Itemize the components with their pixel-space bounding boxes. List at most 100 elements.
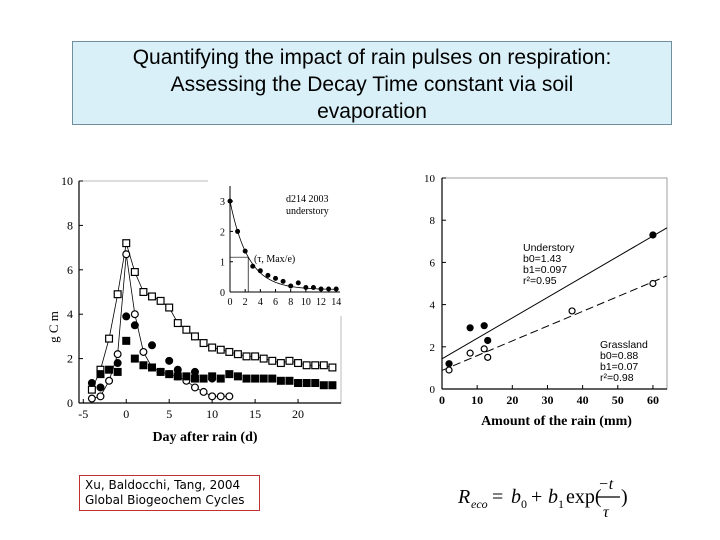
left-main-point — [216, 374, 225, 383]
right-x-tick-label: 40 — [577, 393, 589, 407]
left-main-point — [190, 367, 199, 376]
left-main-point — [251, 374, 260, 383]
inset-x-tick-label: 10 — [301, 297, 311, 308]
left-main-y-tick-label: 6 — [67, 263, 73, 277]
left-main-point — [208, 372, 217, 381]
left-main-point — [87, 385, 96, 394]
right-x-tick-label: 0 — [439, 393, 445, 407]
inset-point — [318, 286, 324, 292]
right-y-tick-label: 6 — [430, 257, 436, 269]
right-legend-text: b0=0.88 — [600, 350, 638, 362]
inset-point — [257, 268, 263, 274]
inset-point — [280, 278, 286, 284]
inset-annotation-1: d214 2003 — [286, 194, 329, 205]
left-main-point — [251, 352, 260, 361]
title-box: Quantifying the impact of rain pulses on… — [72, 41, 672, 125]
right-point — [466, 324, 474, 332]
left-main-point — [208, 343, 217, 352]
formula-exp: exp( — [566, 486, 602, 508]
left-main-point — [208, 392, 217, 401]
left-main-point — [302, 379, 311, 388]
right-point — [484, 353, 492, 361]
left-main-point — [302, 361, 311, 370]
left-main-point — [130, 354, 139, 363]
formula-equals: = — [492, 486, 503, 508]
left-main-point — [113, 359, 122, 368]
formula-b0: b — [511, 486, 521, 508]
left-main-point — [259, 374, 268, 383]
title-line-2: Assessing the Decay Time constant via so… — [170, 73, 574, 96]
inset-fit-curve — [229, 201, 337, 290]
inset-annotation-2: understory — [286, 206, 329, 217]
left-main-point — [139, 361, 148, 370]
right-point — [568, 307, 576, 315]
left-main-point — [156, 367, 165, 376]
inset-point — [303, 284, 309, 290]
left-main-point — [294, 359, 303, 368]
left-main-point — [276, 376, 285, 385]
right-point — [445, 366, 453, 374]
right-y-tick-label: 0 — [430, 384, 436, 396]
right-point — [649, 231, 657, 239]
inset-point — [310, 284, 316, 290]
left-main-point — [122, 312, 131, 321]
left-main-point — [328, 363, 337, 372]
left-main-point — [285, 376, 294, 385]
left-main-x-tick-label: 5 — [166, 407, 172, 421]
inset-y-tick-label: 2 — [220, 227, 225, 238]
right-point — [480, 322, 488, 330]
left-main-point — [87, 394, 96, 403]
right-x-tick-label: 30 — [541, 393, 553, 407]
right-y-tick-label: 2 — [430, 342, 436, 354]
left-main-point — [242, 374, 251, 383]
left-main-point — [165, 370, 174, 379]
inset-x-tick-label: 0 — [228, 297, 233, 308]
inset-point — [235, 228, 241, 234]
left-main-x-tick-label: 10 — [206, 407, 218, 421]
right-y-tick-label: 8 — [430, 215, 436, 227]
inset-point — [242, 248, 248, 254]
left-main-point — [148, 292, 157, 301]
left-main-point — [96, 370, 105, 379]
left-main-point — [113, 290, 122, 299]
left-main-point — [139, 288, 148, 297]
left-main-point — [130, 268, 139, 277]
left-main-point — [190, 383, 199, 392]
inset-x-tick-label: 6 — [273, 297, 278, 308]
left-main-point — [105, 334, 114, 343]
formula-close: ) — [621, 486, 628, 508]
left-main-x-tick-label: 15 — [249, 407, 261, 421]
inset-tau-label: (τ, Max/e) — [254, 254, 295, 265]
inset-y-tick-label: 0 — [220, 288, 225, 299]
left-main-point — [311, 379, 320, 388]
right-legend-text: Grassland — [600, 339, 648, 351]
left-main-point — [328, 381, 337, 390]
left-main-point — [87, 379, 96, 388]
inset-point — [288, 283, 294, 289]
left-main-y-label: g C m — [46, 311, 61, 343]
left-main-y-tick-label: 0 — [67, 396, 73, 410]
left-main-point — [319, 381, 328, 390]
left-main-point — [268, 356, 277, 365]
left-main-x-tick-label: 20 — [292, 407, 304, 421]
left-main-point — [130, 310, 139, 319]
right-legend-text: b1=0.097 — [523, 264, 567, 276]
right-y-tick-label: 10 — [424, 173, 436, 185]
left-main-point — [165, 356, 174, 365]
left-main-point — [242, 352, 251, 361]
left-main-point — [113, 367, 122, 376]
right-legend-text: b1=0.07 — [600, 361, 638, 373]
formula-lhs: R — [457, 486, 470, 508]
left-main-point — [105, 365, 114, 374]
inset-point — [333, 286, 339, 292]
right-fit-line — [441, 227, 668, 360]
inset-point — [326, 286, 332, 292]
citation-line-2: Global Biogeochem Cycles — [85, 493, 245, 507]
left-main-point — [148, 341, 157, 350]
right-x-tick-label: 60 — [647, 393, 659, 407]
left-main-point — [173, 319, 182, 328]
left-main-point — [225, 370, 234, 379]
left-main-point — [182, 372, 191, 381]
formula-lhs-sub: eco — [471, 497, 488, 511]
left-main-y-tick-label: 4 — [67, 307, 73, 321]
